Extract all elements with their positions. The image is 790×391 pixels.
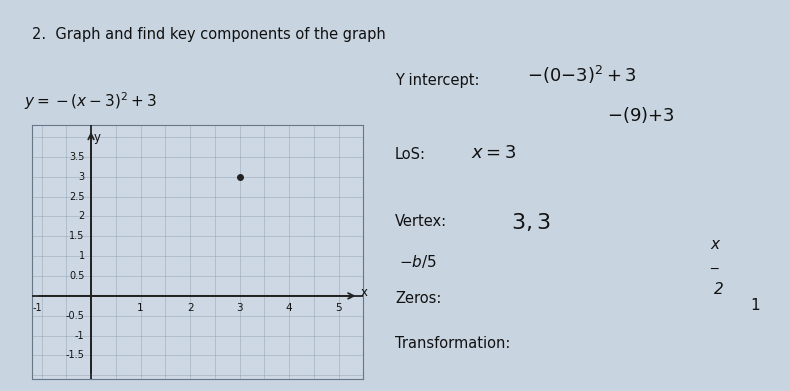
- Text: $-b/5$: $-b/5$: [399, 253, 437, 270]
- Text: $-(9){+}3$: $-(9){+}3$: [607, 105, 674, 126]
- Text: -1: -1: [75, 330, 85, 341]
- Text: -1.5: -1.5: [66, 350, 85, 361]
- Text: Vertex:: Vertex:: [395, 214, 447, 230]
- Text: Zeros:: Zeros:: [395, 291, 442, 306]
- Text: 4: 4: [286, 303, 292, 313]
- Text: $-(0{-}3)^2+3$: $-(0{-}3)^2+3$: [527, 64, 637, 86]
- Text: x: x: [361, 286, 368, 299]
- Text: $y = -(x-3)^2+3$: $y = -(x-3)^2+3$: [24, 90, 156, 111]
- Text: ─: ─: [710, 262, 718, 275]
- Text: 2: 2: [714, 282, 724, 297]
- Text: LoS:: LoS:: [395, 147, 426, 162]
- Text: Y intercept:: Y intercept:: [395, 73, 480, 88]
- Text: 3: 3: [236, 303, 243, 313]
- Text: -0.5: -0.5: [66, 311, 85, 321]
- Text: 1: 1: [78, 251, 85, 261]
- Text: 1: 1: [750, 298, 760, 313]
- Text: 3.5: 3.5: [70, 152, 85, 162]
- Text: 1.5: 1.5: [70, 231, 85, 241]
- Text: 1: 1: [137, 303, 144, 313]
- Text: 2: 2: [78, 212, 85, 221]
- Text: -1: -1: [32, 303, 43, 313]
- Text: x: x: [710, 237, 719, 252]
- Text: 5: 5: [335, 303, 342, 313]
- Text: 2.  Graph and find key components of the graph: 2. Graph and find key components of the …: [32, 27, 386, 42]
- Text: $3, 3$: $3, 3$: [511, 211, 551, 233]
- Text: 0.5: 0.5: [70, 271, 85, 281]
- Text: 2: 2: [186, 303, 194, 313]
- Text: y: y: [93, 131, 100, 144]
- Text: Transformation:: Transformation:: [395, 336, 510, 351]
- Text: $x{=}3$: $x{=}3$: [471, 144, 516, 162]
- Text: 3: 3: [78, 172, 85, 182]
- Text: 2.5: 2.5: [69, 192, 85, 202]
